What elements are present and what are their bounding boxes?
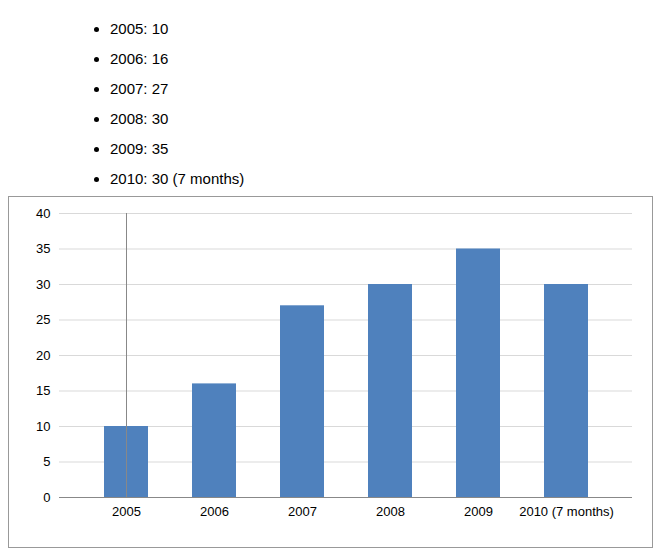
svg-text:2006: 2006: [200, 504, 229, 519]
svg-text:10: 10: [36, 419, 50, 434]
svg-text:2010 (7 months): 2010 (7 months): [519, 504, 614, 519]
html-text:2008: 30: 2008: 30: [110, 110, 169, 127]
svg-text:20: 20: [36, 348, 50, 363]
svg-text:15: 15: [36, 383, 50, 398]
svg-text:35: 35: [36, 241, 50, 256]
html-text:2010: 30 (7 months): 2010: 30 (7 months): [110, 170, 245, 187]
svg-text:0: 0: [43, 490, 50, 505]
html-text:2009: 35: 2009: 35: [110, 140, 169, 157]
svg-text:2005: 2005: [112, 504, 141, 519]
svg-text:2008: 2008: [376, 504, 405, 519]
html-text:2006: 16: 2006: 16: [110, 50, 169, 67]
svg-text:2007: 2007: [288, 504, 317, 519]
svg-text:25: 25: [36, 312, 50, 327]
html-text:2005: 10: 2005: 10: [110, 20, 169, 37]
svg-text:40: 40: [36, 206, 50, 221]
svg-text:30: 30: [36, 277, 50, 292]
svg-text:2009: 2009: [464, 504, 493, 519]
html-text:2007: 27: 2007: 27: [110, 80, 169, 97]
svg-text:5: 5: [43, 454, 50, 469]
